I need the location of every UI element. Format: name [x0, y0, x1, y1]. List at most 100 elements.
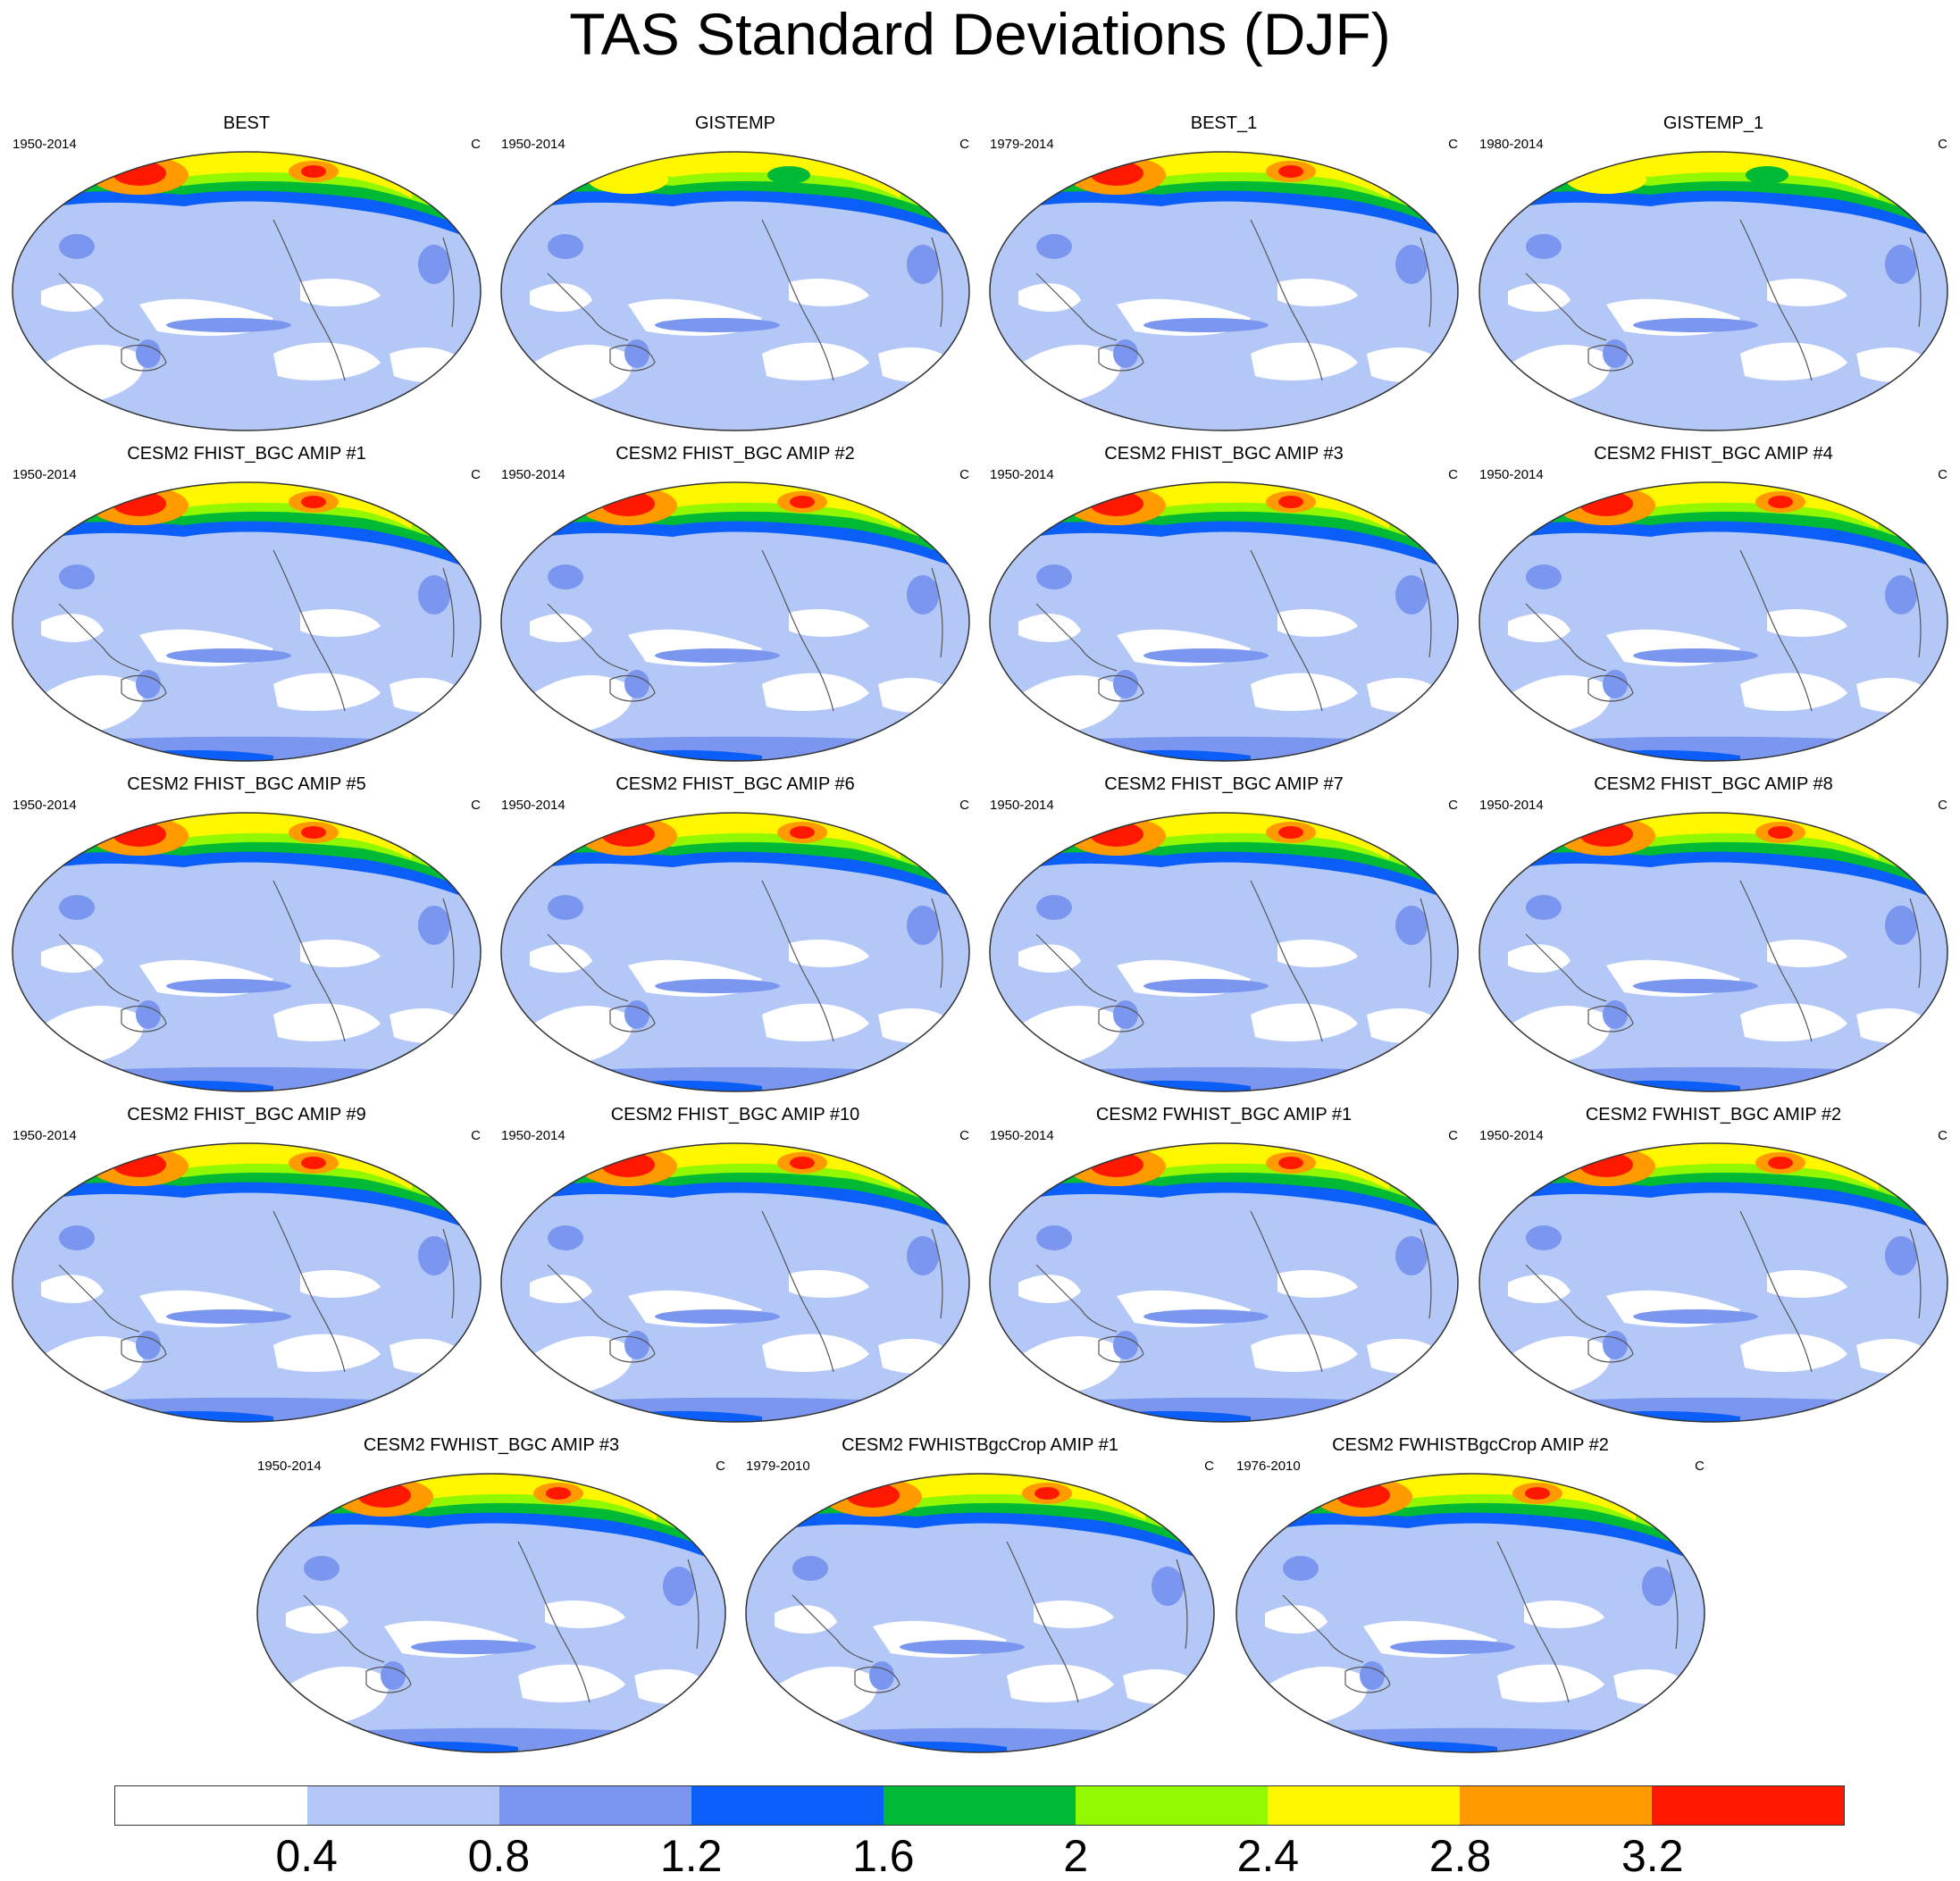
panel-unit: C [1448, 137, 1458, 152]
map-panel: CESM2 FHIST_BGC AMIP #6 1950-2014 C [494, 773, 976, 1095]
colorbar-swatch [884, 1786, 1076, 1825]
panel-years: 1979-2014 [990, 137, 1054, 152]
colorbar-swatch [1460, 1786, 1652, 1825]
panel-title: CESM2 FWHIST_BGC AMIP #2 [1585, 1105, 1842, 1124]
panel-title: CESM2 FHIST_BGC AMIP #10 [610, 1105, 860, 1124]
map-plot [1478, 481, 1948, 762]
colorbar-swatch [115, 1786, 307, 1825]
panel-unit: C [959, 1128, 969, 1143]
map-panel: CESM2 FHIST_BGC AMIP #2 1950-2014 C [494, 443, 976, 765]
panel-unit: C [471, 137, 481, 152]
map-panel: CESM2 FHIST_BGC AMIP #9 1950-2014 C [5, 1104, 488, 1425]
panel-title: CESM2 FHIST_BGC AMIP #3 [1104, 444, 1344, 464]
panel-unit: C [471, 798, 481, 813]
map-panel: CESM2 FHIST_BGC AMIP #4 1950-2014 C [1472, 443, 1955, 765]
colorbar-swatch [1652, 1786, 1844, 1825]
panel-years: 1950-2014 [13, 467, 77, 482]
map-plot [1478, 1142, 1948, 1423]
map-panel: CESM2 FWHIST_BGC AMIP #3 1950-2014 C [250, 1434, 733, 1756]
panel-unit: C [1938, 1128, 1947, 1143]
panel-title: GISTEMP_1 [1663, 113, 1764, 133]
map-panel: CESM2 FHIST_BGC AMIP #5 1950-2014 C [5, 773, 488, 1095]
panel-years: 1950-2014 [501, 798, 565, 813]
colorbar-tick-label: 3.2 [1621, 1831, 1684, 1881]
map-panel: CESM2 FWHISTBgcCrop AMIP #1 1979-2010 C [739, 1434, 1221, 1756]
colorbar-tick-label: 2.8 [1428, 1831, 1492, 1881]
panel-years: 1980-2014 [1479, 137, 1544, 152]
map-plot [989, 151, 1459, 431]
panel-years: 1950-2014 [501, 467, 565, 482]
panel-unit: C [1448, 1128, 1458, 1143]
panel-years: 1950-2014 [1479, 798, 1544, 813]
map-plot [500, 481, 970, 762]
map-panel: CESM2 FWHISTBgcCrop AMIP #2 1976-2010 C [1229, 1434, 1712, 1756]
panel-unit: C [1448, 798, 1458, 813]
colorbar-swatch [307, 1786, 499, 1825]
figure-title: TAS Standard Deviations (DJF) [569, 1, 1391, 67]
panel-title: CESM2 FHIST_BGC AMIP #9 [127, 1105, 366, 1124]
map-plot [500, 151, 970, 431]
panel-years: 1950-2014 [990, 1128, 1054, 1143]
panel-years: 1950-2014 [13, 1128, 77, 1143]
panel-unit: C [1204, 1459, 1214, 1474]
map-panel: GISTEMP_1 1980-2014 C [1472, 113, 1955, 434]
map-plot [256, 1473, 726, 1753]
map-plot [12, 1142, 482, 1423]
panel-unit: C [1448, 467, 1458, 482]
map-panel: CESM2 FHIST_BGC AMIP #3 1950-2014 C [983, 443, 1465, 765]
panel-years: 1976-2010 [1236, 1459, 1301, 1474]
colorbar-swatch [1076, 1786, 1268, 1825]
panel-years: 1950-2014 [1479, 1128, 1544, 1143]
map-panel: BEST_1 1979-2014 C [983, 113, 1465, 434]
colorbar-tick-label: 1.6 [852, 1831, 915, 1881]
panel-title: CESM2 FHIST_BGC AMIP #6 [616, 774, 855, 794]
panel-unit: C [471, 1128, 481, 1143]
panel-title: CESM2 FHIST_BGC AMIP #1 [127, 444, 366, 464]
colorbar-swatch [499, 1786, 691, 1825]
map-panel: GISTEMP 1950-2014 C [494, 113, 976, 434]
map-panel: CESM2 FWHIST_BGC AMIP #1 1950-2014 C [983, 1104, 1465, 1425]
panel-years: 1950-2014 [990, 467, 1054, 482]
panel-unit: C [1938, 798, 1947, 813]
panel-years: 1950-2014 [13, 798, 77, 813]
panel-unit: C [959, 798, 969, 813]
map-panel: CESM2 FHIST_BGC AMIP #1 1950-2014 C [5, 443, 488, 765]
map-plot [1478, 812, 1948, 1092]
panel-years: 1950-2014 [501, 137, 565, 152]
panel-unit: C [1938, 467, 1947, 482]
panel-years: 1950-2014 [990, 798, 1054, 813]
map-plot [12, 481, 482, 762]
panel-title: CESM2 FWHIST_BGC AMIP #1 [1095, 1105, 1353, 1124]
panel-title: BEST [222, 113, 271, 133]
panel-unit: C [1938, 137, 1947, 152]
panel-years: 1950-2014 [257, 1459, 322, 1474]
panel-title: CESM2 FHIST_BGC AMIP #4 [1594, 444, 1833, 464]
panel-title: CESM2 FHIST_BGC AMIP #8 [1594, 774, 1833, 794]
map-panel: CESM2 FHIST_BGC AMIP #8 1950-2014 C [1472, 773, 1955, 1095]
panel-years: 1950-2014 [501, 1128, 565, 1143]
colorbar-swatch [1268, 1786, 1460, 1825]
panel-unit: C [1695, 1459, 1705, 1474]
colorbar-tick-label: 2 [1063, 1831, 1089, 1881]
map-panel: CESM2 FWHIST_BGC AMIP #2 1950-2014 C [1472, 1104, 1955, 1425]
panel-years: 1979-2010 [746, 1459, 810, 1474]
panel-title: CESM2 FWHISTBgcCrop AMIP #2 [1332, 1435, 1609, 1455]
panel-unit: C [716, 1459, 725, 1474]
map-plot [500, 1142, 970, 1423]
map-plot [1478, 151, 1948, 431]
colorbar-tick-label: 1.2 [659, 1831, 723, 1881]
map-plot [989, 1142, 1459, 1423]
map-plot [745, 1473, 1215, 1753]
map-plot [989, 812, 1459, 1092]
map-plot [12, 812, 482, 1092]
map-plot [989, 481, 1459, 762]
panel-title: CESM2 FHIST_BGC AMIP #2 [616, 444, 855, 464]
panel-years: 1950-2014 [1479, 467, 1544, 482]
colorbar-tick-label: 0.8 [467, 1831, 531, 1881]
colorbar-tick-label: 2.4 [1236, 1831, 1300, 1881]
colorbar-swatches [114, 1785, 1845, 1826]
panel-title: BEST_1 [1190, 113, 1258, 133]
panel-title: CESM2 FWHISTBgcCrop AMIP #1 [842, 1435, 1118, 1455]
map-plot [1235, 1473, 1705, 1753]
colorbar-swatch [691, 1786, 884, 1825]
